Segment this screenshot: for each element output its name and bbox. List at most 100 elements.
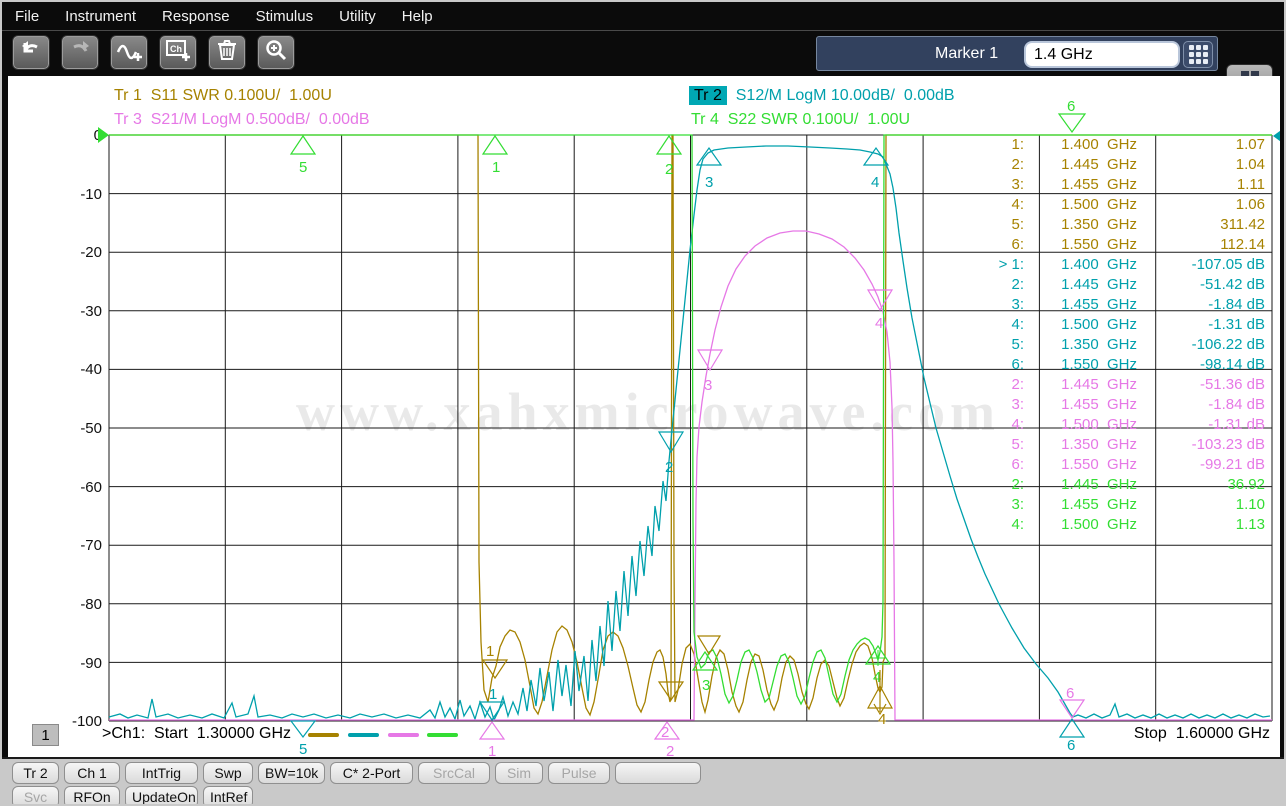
channel-badge[interactable]: 1 (32, 724, 59, 746)
menu-utility[interactable]: Utility (339, 7, 376, 25)
marker-triangle (478, 701, 506, 722)
trace3-label[interactable]: Tr 3 S21/M LogM 0.500dB/ 0.00dB (114, 111, 370, 128)
marker-frequency: 1.445 GHz (1061, 376, 1137, 393)
marker-index: > 1: (998, 256, 1024, 273)
menu-instrument[interactable]: Instrument (65, 7, 137, 25)
marker-number: 4 (873, 669, 881, 686)
marker-triangle (481, 659, 509, 680)
trace2-label[interactable]: Tr 2 S12/M LogM 10.00dB/ 0.00dB (689, 86, 955, 105)
marker-frequency: 1.455 GHz (1061, 496, 1137, 513)
softkey-bw[interactable]: BW=10k (258, 762, 325, 784)
marker-triangle (653, 720, 681, 740)
marker-triangle (1058, 699, 1086, 720)
softkey-updateon[interactable]: UpdateOn (125, 786, 198, 804)
marker-triangle (289, 720, 317, 738)
marker-value: -51.42 dB (1199, 276, 1265, 293)
channel-status-bar: 1 >Ch1: Start 1.30000 GHz Stop 1.60000 G… (8, 721, 1280, 757)
marker-number: 1 (488, 743, 496, 757)
ref-wedge-right-icon (1273, 130, 1280, 142)
marker-index: 3: (1011, 396, 1024, 413)
marker-number: 5 (299, 159, 307, 176)
trace4-label[interactable]: Tr 4 S22 SWR 0.100U/ 1.00U (691, 111, 911, 128)
marker-frequency: 1.400 GHz (1061, 136, 1137, 153)
channel-stop-label: Stop 1.60000 GHz (1133, 725, 1270, 742)
marker-value: 1.07 (1235, 136, 1265, 153)
marker-frequency: 1.550 GHz (1061, 236, 1137, 253)
marker-frequency: 1.350 GHz (1061, 216, 1137, 233)
keypad-button[interactable] (1183, 41, 1213, 68)
marker-frequency: 1.455 GHz (1061, 396, 1137, 413)
marker-frequency: 1.445 GHz (1061, 276, 1137, 293)
marker-value: -107.05 dB (1191, 256, 1265, 273)
marker-triangle (691, 650, 719, 671)
add-channel-button[interactable]: Ch (159, 35, 197, 70)
marker-frequency: 1.455 GHz (1061, 296, 1137, 313)
marker-index: 5: (1011, 336, 1024, 353)
marker-triangle (1058, 717, 1086, 738)
marker-value: 1.11 (1236, 176, 1265, 193)
marker-frequency: 1.500 GHz (1061, 196, 1137, 213)
menu-file[interactable]: File (15, 7, 40, 25)
y-tick-30: -30 (80, 303, 102, 320)
marker-number: 4 (875, 315, 883, 332)
y-tick-60: -60 (80, 479, 102, 496)
y-tick-80: -80 (80, 596, 102, 613)
marker-index: 4: (1011, 316, 1024, 333)
zoom-button[interactable] (257, 35, 295, 70)
marker-value: -1.31 dB (1208, 416, 1265, 433)
marker-index: 3: (1011, 296, 1024, 313)
marker-number: 1 (489, 686, 497, 703)
marker-index: 1: (1011, 136, 1024, 153)
trace4-s22-swr (109, 134, 1272, 706)
marker-number: 2 (661, 724, 669, 741)
add-trace-button[interactable] (110, 35, 148, 70)
marker-number: 1 (492, 159, 500, 176)
menu-stimulus[interactable]: Stimulus (255, 7, 314, 25)
softkey-inttrig[interactable]: IntTrig (125, 762, 198, 784)
trace1-label[interactable]: Tr 1 S11 SWR 0.100U/ 1.00U (114, 87, 332, 104)
marker-number: 6 (1067, 98, 1075, 115)
add-trace-icon (116, 38, 142, 67)
legend-dash-trace4 (427, 733, 458, 737)
marker-value: 1.06 (1235, 196, 1265, 213)
softkey-rfon[interactable]: RFOn (64, 786, 120, 804)
marker-index: 5: (1011, 216, 1024, 233)
marker-number: 4 (871, 174, 879, 191)
marker-triangle (478, 720, 506, 740)
softkey-blank (615, 762, 701, 784)
undo-button[interactable] (12, 35, 50, 70)
delete-button[interactable] (208, 35, 246, 70)
marker-number: 5 (299, 741, 307, 757)
marker-frequency: 1.400 GHz (1061, 256, 1137, 273)
marker-value: -1.84 dB (1208, 396, 1265, 413)
marker-frequency: 1.445 GHz (1061, 156, 1137, 173)
marker-value: -98.14 dB (1199, 356, 1265, 373)
softkey-ch1[interactable]: Ch 1 (64, 762, 120, 784)
menu-response[interactable]: Response (162, 7, 230, 25)
status-button-bar: Tr 2 Ch 1 IntTrig Swp BW=10k C* 2-Port S… (2, 757, 1284, 804)
softkey-intref[interactable]: IntRef (203, 786, 253, 804)
menu-bar: File Instrument Response Stimulus Utilit… (2, 2, 1284, 30)
redo-button[interactable] (61, 35, 99, 70)
softkey-tr2[interactable]: Tr 2 (12, 762, 59, 784)
marker-number: 3 (705, 174, 713, 191)
marker-triangle (655, 134, 683, 155)
menu-help[interactable]: Help (401, 7, 433, 25)
marker-value: 311.42 (1220, 216, 1265, 233)
ref-wedge-left-icon (98, 127, 109, 143)
marker-value: -51.36 dB (1199, 376, 1265, 393)
softkey-swp[interactable]: Swp (203, 762, 253, 784)
y-tick-20: -20 (80, 244, 102, 261)
marker-number: 3 (704, 377, 712, 394)
marker-number: 6 (1067, 737, 1075, 754)
marker-triangle (696, 349, 724, 372)
marker-value: -106.22 dB (1191, 336, 1265, 353)
add-channel-icon: Ch (165, 38, 191, 67)
marker-triangle (657, 431, 685, 454)
watermark: www.xahxmicrowave.com (296, 382, 1000, 442)
y-tick-10: -10 (80, 186, 102, 203)
softkey-cal[interactable]: C* 2-Port (330, 762, 413, 784)
marker-arrow (873, 670, 887, 716)
marker-triangle (866, 289, 894, 312)
marker-frequency-input[interactable] (1024, 41, 1180, 68)
